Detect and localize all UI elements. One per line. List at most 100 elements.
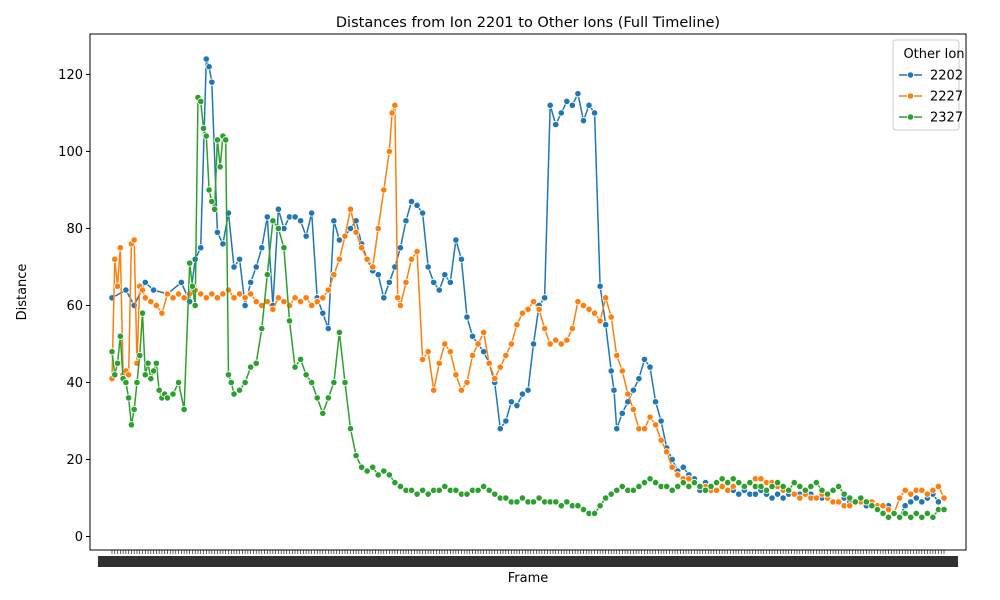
- data-point: [452, 236, 460, 244]
- data-point: [163, 290, 172, 298]
- data-point: [846, 502, 854, 510]
- data-point: [113, 359, 122, 367]
- legend-title: Other Ion: [903, 47, 964, 62]
- data-point: [940, 505, 948, 514]
- data-point: [485, 359, 493, 367]
- data-point: [150, 367, 158, 375]
- data-point: [857, 494, 865, 502]
- data-point: [211, 205, 219, 213]
- data-point: [341, 232, 349, 240]
- data-point: [441, 271, 449, 279]
- data-point: [607, 490, 615, 498]
- y-axis-label: Distance: [15, 264, 30, 321]
- data-point: [452, 486, 460, 494]
- data-point: [785, 486, 793, 494]
- legend-marker: [906, 71, 915, 79]
- data-point: [552, 498, 560, 506]
- legend-label: 2327: [930, 111, 963, 126]
- data-point: [480, 348, 488, 356]
- data-point: [380, 467, 388, 475]
- data-point: [735, 479, 743, 487]
- data-point: [568, 324, 576, 333]
- data-point: [901, 502, 909, 510]
- data-point: [219, 290, 227, 298]
- data-point: [718, 475, 726, 483]
- data-point: [940, 494, 948, 502]
- data-point: [618, 482, 626, 491]
- data-point: [590, 309, 599, 317]
- data-point: [735, 490, 743, 498]
- data-point: [529, 340, 538, 348]
- data-point: [896, 494, 904, 502]
- data-point: [296, 217, 305, 225]
- data-point: [596, 317, 604, 325]
- data-point: [496, 363, 504, 371]
- data-point: [191, 301, 199, 310]
- data-point: [640, 479, 649, 487]
- data-point: [757, 482, 765, 491]
- data-point: [424, 263, 432, 271]
- data-point: [507, 398, 515, 406]
- data-point: [122, 378, 130, 387]
- data-point: [385, 147, 393, 156]
- data-point: [496, 425, 504, 433]
- data-point: [513, 498, 521, 506]
- data-point: [535, 305, 543, 313]
- data-point: [773, 479, 782, 487]
- data-point: [646, 363, 654, 371]
- data-point: [907, 498, 915, 506]
- data-point: [357, 463, 366, 471]
- data-point: [524, 386, 532, 394]
- y-tick-label: 60: [66, 299, 83, 314]
- data-point: [541, 294, 549, 302]
- data-point: [396, 244, 405, 252]
- data-point: [929, 486, 937, 494]
- x-axis-label: Frame: [508, 571, 549, 586]
- data-point: [552, 336, 560, 344]
- data-point: [197, 244, 205, 252]
- data-point: [352, 452, 360, 460]
- data-point: [227, 378, 235, 387]
- data-point: [258, 244, 266, 252]
- data-point: [177, 278, 185, 286]
- data-point: [274, 224, 282, 233]
- data-point: [285, 301, 294, 310]
- data-point: [579, 117, 588, 125]
- data-point: [391, 479, 399, 487]
- data-point: [147, 375, 155, 383]
- data-point: [147, 298, 155, 306]
- data-point: [388, 109, 396, 117]
- data-point: [435, 359, 443, 367]
- data-point: [269, 305, 277, 313]
- data-point: [324, 394, 332, 402]
- y-axis-ticks: 0 20 40 60 80 100 120: [58, 68, 90, 545]
- data-point: [280, 244, 288, 252]
- data-point: [413, 247, 421, 256]
- data-point: [205, 63, 213, 71]
- data-point: [141, 278, 149, 286]
- data-point: [346, 205, 355, 213]
- data-point: [144, 359, 152, 367]
- data-point: [618, 409, 626, 417]
- data-point: [180, 405, 188, 414]
- data-point: [607, 313, 615, 321]
- data-point: [585, 305, 593, 313]
- y-tick-label: 40: [66, 376, 83, 391]
- data-point: [302, 371, 310, 379]
- data-point: [768, 482, 776, 491]
- data-point: [502, 494, 510, 502]
- data-point: [247, 290, 255, 298]
- data-point: [790, 479, 798, 487]
- data-point: [391, 101, 399, 109]
- data-point: [346, 425, 355, 433]
- data-point: [291, 363, 299, 371]
- data-point: [790, 490, 798, 498]
- data-point: [150, 286, 158, 294]
- data-point: [746, 479, 754, 487]
- data-point: [474, 340, 482, 348]
- data-point: [125, 371, 133, 379]
- data-point: [285, 317, 294, 325]
- data-point: [529, 498, 538, 506]
- data-point: [116, 332, 124, 340]
- data-point: [613, 425, 621, 433]
